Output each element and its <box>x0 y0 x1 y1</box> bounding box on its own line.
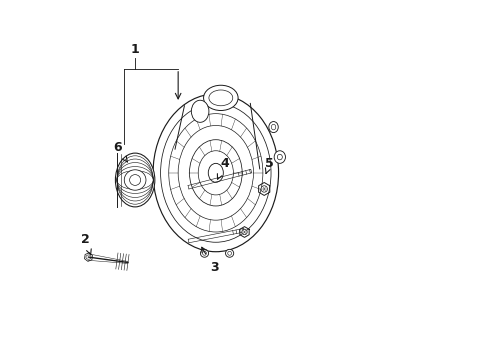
Text: 4: 4 <box>217 157 229 179</box>
Ellipse shape <box>225 249 233 257</box>
Ellipse shape <box>124 170 146 190</box>
Ellipse shape <box>268 122 278 132</box>
Ellipse shape <box>203 85 238 111</box>
Text: 1: 1 <box>130 42 139 55</box>
Ellipse shape <box>208 163 223 182</box>
Ellipse shape <box>200 249 208 257</box>
Text: 3: 3 <box>202 247 218 274</box>
Ellipse shape <box>261 186 267 192</box>
Ellipse shape <box>191 100 208 122</box>
Ellipse shape <box>274 151 285 163</box>
Text: 5: 5 <box>264 157 273 174</box>
Text: 2: 2 <box>81 233 91 255</box>
Text: 6: 6 <box>113 141 127 162</box>
Ellipse shape <box>115 153 155 207</box>
Ellipse shape <box>241 229 247 235</box>
Ellipse shape <box>153 94 278 252</box>
